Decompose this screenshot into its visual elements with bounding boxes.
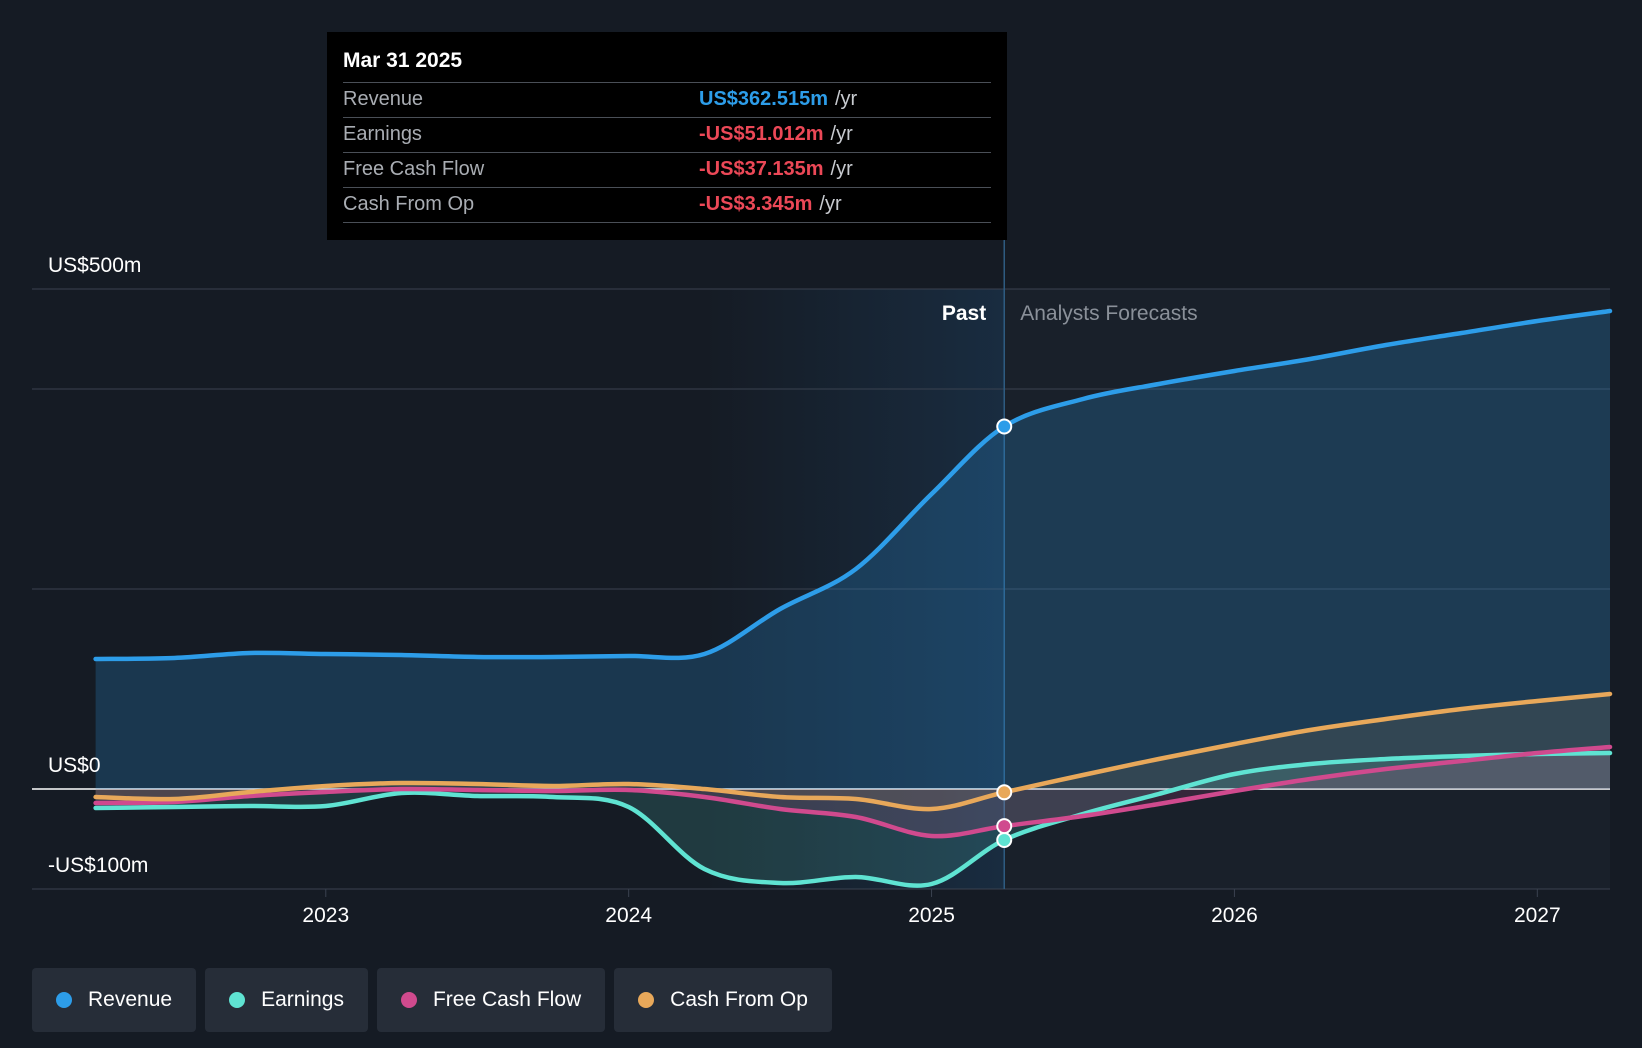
free-cash-flow-line <box>93 744 1613 839</box>
tooltip-label: Free Cash Flow <box>343 158 485 180</box>
tooltip-row-revenue: Revenue US$362.515m /yr <box>343 82 991 117</box>
y-tick-label: US$0 <box>48 754 101 777</box>
past-label: Past <box>942 302 986 325</box>
legend-dot-icon <box>400 992 417 1008</box>
x-tick-label: 2026 <box>1211 904 1258 927</box>
tooltip-unit: /yr <box>830 158 853 180</box>
free-cash-flow-area <box>95 747 1610 837</box>
legend-item-cash-from-op[interactable]: Cash From Op <box>614 968 832 1032</box>
cash-from-op-line <box>93 691 1613 812</box>
legend-item-revenue[interactable]: Revenue <box>32 968 197 1032</box>
tooltip-unit: /yr <box>834 88 858 110</box>
tooltip-row-cash-from-op: Cash From Op -US$3.345m /yr <box>343 187 991 223</box>
x-tick-label: 2023 <box>302 904 349 927</box>
y-tick-label: -US$100m <box>48 854 148 877</box>
tooltip-date: Mar 31 2025 <box>343 49 463 72</box>
tooltip-row-free-cash-flow: Free Cash Flow -US$37.135m /yr <box>343 152 991 187</box>
axis-labels: US$500m US$0 -US$100m 2023 2024 2025 2026 2027 P… <box>48 254 1561 927</box>
series-markers <box>996 418 1013 848</box>
revenue-area <box>95 311 1610 789</box>
legend-item-free-cash-flow[interactable]: Free Cash Flow <box>376 968 606 1032</box>
y-tick-label: US$500m <box>48 254 141 277</box>
legend-dot-icon <box>56 992 72 1008</box>
tooltip-unit: /yr <box>819 193 842 215</box>
x-tick-label: 2027 <box>1514 904 1561 927</box>
legend: Revenue Earnings Free Cash Flow Cash Fro… <box>32 968 832 1032</box>
tooltip-value: -US$51.012m <box>699 123 824 145</box>
tooltip-value: US$362.515m <box>699 88 828 110</box>
revenue-line <box>93 308 1613 662</box>
tooltip-label: Cash From Op <box>343 193 475 215</box>
legend-label: Revenue <box>88 988 173 1011</box>
earnings-marker <box>996 832 1013 848</box>
tooltip: Mar 31 2025 Revenue US$362.515m /yr Earn… <box>327 32 1007 240</box>
legend-dot-icon <box>229 992 246 1008</box>
series-lines <box>93 308 1613 888</box>
series-areas <box>95 311 1610 886</box>
earnings-line <box>93 750 1613 888</box>
tooltip-value: -US$37.135m <box>699 158 824 180</box>
forecast-label: Analysts Forecasts <box>1020 302 1197 325</box>
tooltip-value: -US$3.345m <box>699 193 813 215</box>
x-tick-label: 2025 <box>908 904 955 927</box>
free-cash-flow-marker <box>996 818 1013 835</box>
cash-from-op-area <box>95 694 1610 810</box>
legend-dot-icon <box>638 992 655 1008</box>
chart: US$500m US$0 -US$100m 2023 2024 2025 2026 2027 P… <box>32 240 1613 927</box>
x-tick-label: 2024 <box>605 904 652 927</box>
tooltip-label: Earnings <box>343 123 422 145</box>
tooltip-row-earnings: Earnings -US$51.012m /yr <box>343 117 991 152</box>
legend-item-earnings[interactable]: Earnings <box>205 968 368 1032</box>
legend-label: Earnings <box>261 988 344 1011</box>
revenue-marker <box>996 418 1013 435</box>
tooltip-label: Revenue <box>343 88 424 110</box>
earnings-area <box>95 753 1610 886</box>
tooltip-unit: /yr <box>830 123 853 145</box>
legend-label: Cash From Op <box>670 988 808 1011</box>
cash-from-op-marker <box>996 784 1013 801</box>
legend-label: Free Cash Flow <box>432 988 582 1011</box>
